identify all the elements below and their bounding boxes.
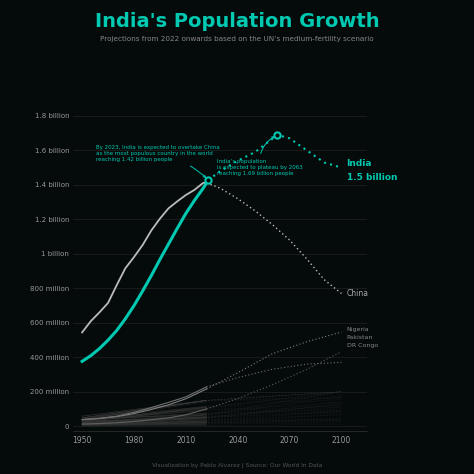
Text: Visualization by Pablo Alvarez | Source: Our World In Data: Visualization by Pablo Alvarez | Source:… — [152, 463, 322, 468]
Text: China: China — [346, 289, 369, 298]
Text: By 2023, India is expected to overtake China
as the most populous country in the: By 2023, India is expected to overtake C… — [96, 145, 219, 177]
Text: India: India — [346, 159, 372, 168]
Text: DR Congo: DR Congo — [346, 343, 378, 348]
Text: Projections from 2022 onwards based on the UN’s medium-fertility scenario: Projections from 2022 onwards based on t… — [100, 36, 374, 42]
Text: 1.5 billion: 1.5 billion — [346, 173, 397, 182]
Text: India’s population
is expected to plateau by 2063
reaching 1.69 billion people: India’s population is expected to platea… — [217, 137, 303, 175]
Text: India's Population Growth: India's Population Growth — [95, 12, 379, 31]
Text: Pakistan: Pakistan — [346, 335, 373, 340]
Text: Nigeria: Nigeria — [346, 327, 369, 332]
